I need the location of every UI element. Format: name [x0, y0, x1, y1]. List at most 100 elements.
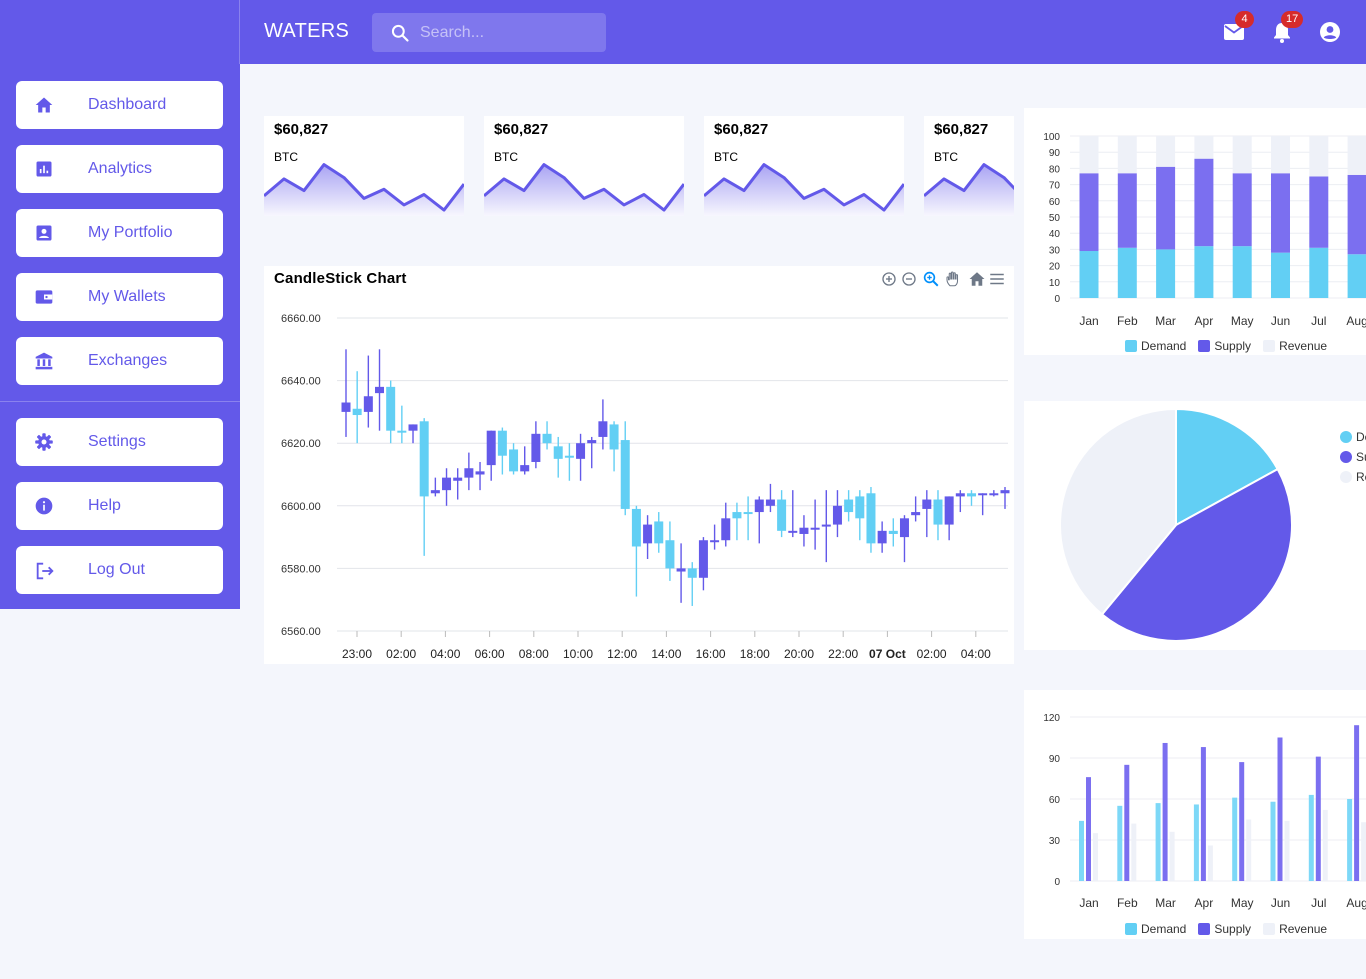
candle-body — [966, 493, 976, 497]
candle-body — [564, 455, 574, 458]
legend-item-revenue[interactable]: Re — [1340, 467, 1366, 487]
legend-label: Supply — [1214, 339, 1252, 353]
info-icon — [35, 497, 53, 515]
sidebar-item-log-out[interactable]: Log Out — [16, 546, 223, 594]
legend-item-supply[interactable]: Supply — [1198, 922, 1251, 936]
x-tick-label: Jul — [1311, 896, 1326, 910]
sidebar-item-help[interactable]: Help — [16, 482, 223, 530]
zoom-selection-icon[interactable] — [922, 270, 940, 288]
candlestick-chart[interactable]: 6660.00 6640.00 6620.00 6600.00 6580.00 6560.… — [264, 266, 1014, 664]
sidebar-item-settings[interactable]: Settings — [16, 418, 223, 466]
y-tick-label: 100 — [1043, 132, 1060, 143]
bank-icon — [35, 352, 53, 370]
candle-body — [486, 430, 496, 466]
candle-body — [933, 499, 943, 525]
sparkline-area — [484, 164, 684, 216]
sidebar-item-dashboard[interactable]: Dashboard — [16, 81, 223, 129]
bar-segment — [1194, 246, 1214, 298]
zoom-out-icon[interactable] — [900, 270, 918, 288]
sidebar-item-exchanges[interactable]: Exchanges — [16, 337, 223, 385]
candle-body — [989, 493, 999, 496]
search-input[interactable] — [420, 21, 596, 45]
candle-body — [1000, 490, 1010, 494]
notifications-button[interactable]: 17 — [1270, 11, 1304, 44]
legend-item-revenue[interactable]: Revenue — [1263, 339, 1327, 353]
x-tick-label: 10:00 — [563, 647, 593, 661]
sidebar-divider — [0, 401, 240, 402]
x-tick-label: Mar — [1155, 896, 1176, 910]
candle-body — [698, 540, 708, 578]
candle-body — [743, 512, 753, 515]
legend-item-revenue[interactable]: Revenue — [1263, 922, 1327, 936]
candle-body — [810, 527, 820, 530]
x-tick-label: 08:00 — [519, 647, 549, 661]
bar-segment — [1156, 249, 1176, 298]
stacked-bar-chart[interactable]: 0 10 20 30 40 50 60 70 80 90 100 Jan Feb Mar Apr May Jun… — [1024, 108, 1366, 328]
candle-body — [620, 440, 630, 509]
search-box[interactable] — [372, 13, 606, 52]
sidebar-item-label: Analytics — [88, 160, 153, 177]
bar-segment — [1271, 136, 1290, 174]
candle-body — [430, 490, 440, 494]
zoom-in-icon[interactable] — [880, 270, 898, 288]
x-tick-label: Apr — [1195, 896, 1214, 910]
candle-body — [710, 540, 720, 543]
candle-body — [453, 477, 463, 481]
price-card[interactable]: $60,827 BTC — [484, 116, 684, 216]
legend-item-supply[interactable]: Su — [1340, 447, 1366, 467]
pan-hand-icon[interactable] — [944, 270, 962, 288]
legend-item-demand[interactable]: Demand — [1125, 922, 1186, 936]
x-tick-label: 12:00 — [607, 647, 637, 661]
bar — [1354, 725, 1360, 881]
candle-body — [475, 471, 485, 475]
y-tick-label: 60 — [1049, 795, 1061, 806]
x-tick-label: May — [1231, 896, 1254, 910]
legend-swatch — [1198, 340, 1211, 352]
app-title[interactable]: WATERS — [264, 20, 350, 42]
y-tick-label: 120 — [1043, 713, 1060, 724]
sparkline-area — [704, 164, 904, 216]
sidebar-item-my-portfolio[interactable]: My Portfolio — [16, 209, 223, 257]
bar-segment — [1156, 136, 1176, 167]
mail-button[interactable]: 4 — [1222, 11, 1254, 44]
legend-item-supply[interactable]: Supply — [1198, 339, 1251, 353]
price-card[interactable]: $60,827 BTC — [924, 116, 1014, 216]
y-tick-label: 90 — [1049, 148, 1061, 159]
x-tick-label: 06:00 — [475, 647, 505, 661]
bar-segment — [1271, 173, 1290, 253]
y-tick-label: 30 — [1049, 836, 1061, 847]
pie-slice — [1175, 407, 1280, 527]
analytics-icon — [36, 161, 52, 177]
account-button[interactable] — [1318, 20, 1342, 44]
brand-block — [0, 0, 240, 64]
candle-body — [877, 530, 887, 544]
sparkline-chart — [704, 163, 904, 216]
reset-home-icon[interactable] — [968, 270, 986, 288]
pie-chart[interactable] — [1024, 401, 1324, 650]
candle-body — [855, 496, 865, 519]
x-tick-label: Jan — [1079, 314, 1098, 328]
legend-item-demand[interactable]: De — [1340, 427, 1366, 447]
bar — [1239, 762, 1245, 881]
x-tick-label: 16:00 — [696, 647, 726, 661]
y-tick-label: 90 — [1049, 754, 1061, 765]
grouped-bar-legend: Demand Supply Revenue — [1125, 922, 1327, 936]
candle-body — [944, 496, 954, 525]
mail-icon — [1224, 24, 1244, 40]
x-tick-label: Feb — [1117, 314, 1138, 328]
x-tick-label: Jun — [1271, 896, 1290, 910]
sidebar-item-my-wallets[interactable]: My Wallets — [16, 273, 223, 321]
price-card[interactable]: $60,827 BTC — [704, 116, 904, 216]
price-card[interactable]: $60,827 BTC — [264, 116, 464, 216]
account-circle-icon — [1320, 22, 1340, 42]
sidebar-item-analytics[interactable]: Analytics — [16, 145, 223, 193]
grouped-bar-chart[interactable]: 0 30 60 90 120 Jan Feb Mar Apr May Jun Jul Aug — [1024, 690, 1366, 914]
home-icon — [35, 97, 53, 113]
legend-item-demand[interactable]: Demand — [1125, 339, 1186, 353]
candle-body — [408, 424, 418, 431]
x-tick-label: 22:00 — [828, 647, 858, 661]
menu-icon[interactable] — [988, 270, 1006, 288]
legend-label: Demand — [1141, 922, 1187, 936]
bar-segment — [1117, 136, 1137, 174]
bar — [1086, 777, 1091, 881]
